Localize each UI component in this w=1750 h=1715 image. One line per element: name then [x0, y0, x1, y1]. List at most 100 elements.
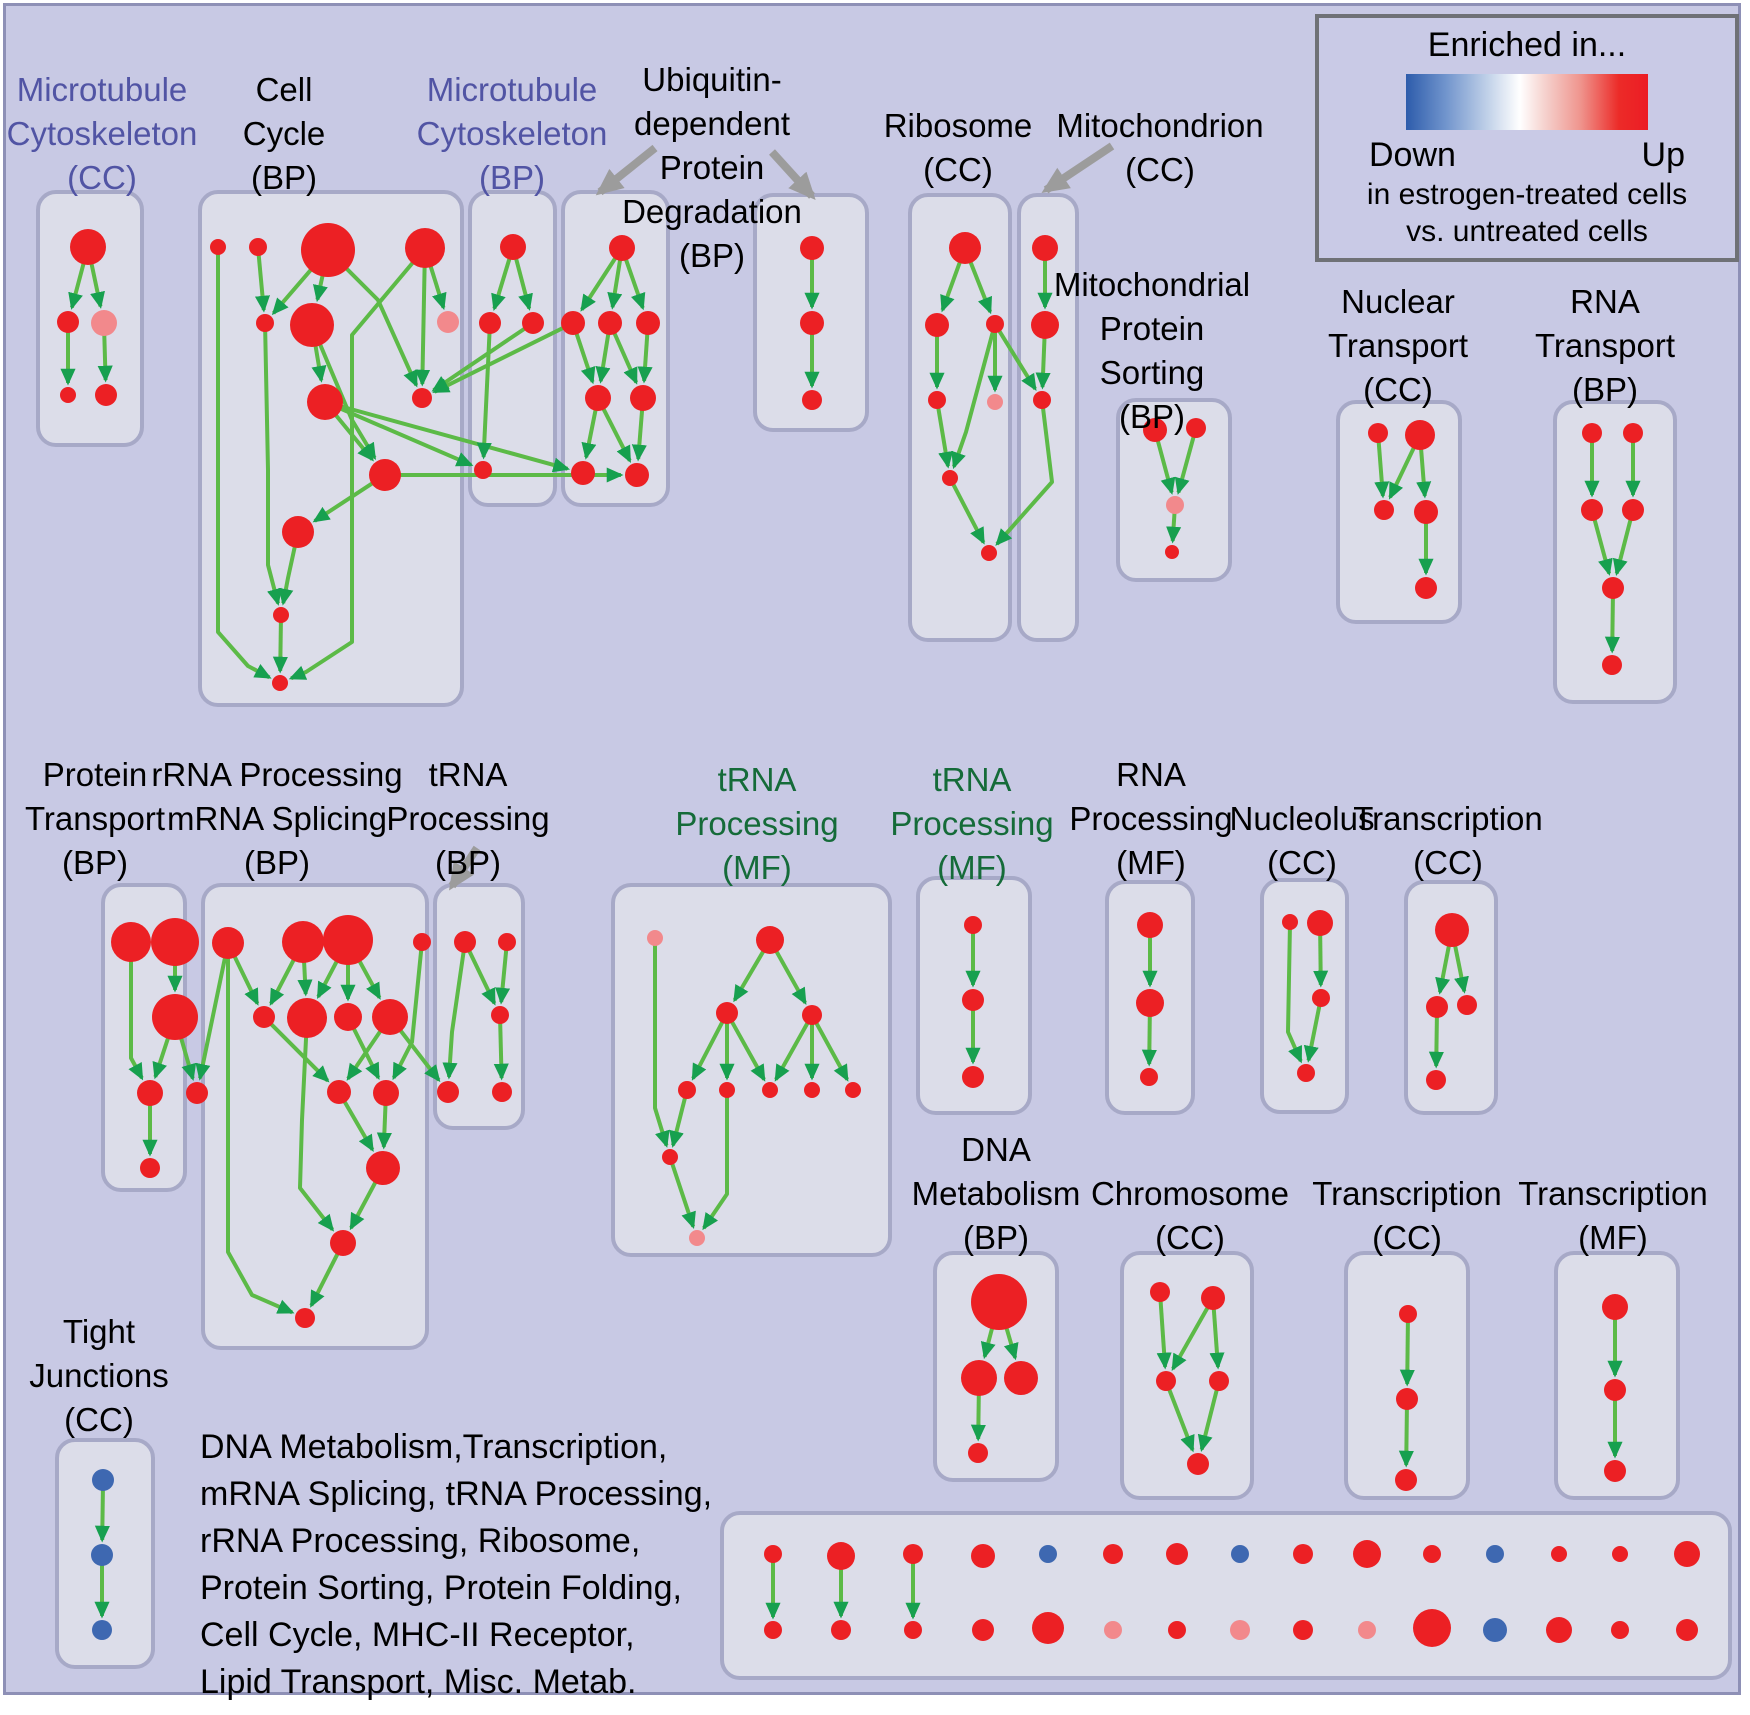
- go-term-node-n3: [716, 1002, 738, 1024]
- edge-arrow-n5-n10: [669, 1097, 687, 1148]
- go-term-node-xb1: [764, 1621, 782, 1639]
- go-term-node-j2: [1623, 423, 1643, 443]
- edge-arrow-d2-d5: [574, 332, 596, 385]
- go-term-node-u1: [1399, 1305, 1417, 1323]
- edge-arrow-l11-l12: [349, 1181, 378, 1231]
- cluster-label-ubiquitin-dependent-protein-degradation-bp: Ubiquitin- dependent Protein Degradation…: [622, 61, 802, 274]
- edge-arrow-j5-j6: [1604, 597, 1620, 654]
- edge-arrow-l4-l10: [391, 949, 424, 1081]
- cluster-label-transcription-cc-1: Transcription (CC): [1353, 800, 1543, 881]
- edge-arrow-j4-j5: [1612, 519, 1633, 576]
- go-term-node-xb15: [1676, 1619, 1698, 1641]
- go-term-node-b1: [210, 239, 226, 255]
- go-term-node-a5: [95, 384, 117, 406]
- go-term-node-k5: [186, 1082, 208, 1104]
- cluster-box-microtubule-bp-box: [468, 190, 557, 507]
- go-term-node-d7: [571, 461, 595, 485]
- label-pointer-arrow-3: [1041, 142, 1115, 194]
- go-term-node-e1: [800, 236, 824, 260]
- go-term-node-q3: [1312, 989, 1330, 1007]
- edge-arrow-r1-r3: [1453, 945, 1469, 994]
- edge-arrow-b10-b11: [312, 481, 374, 523]
- go-term-node-a4: [60, 387, 76, 403]
- go-term-node-q2: [1307, 910, 1333, 936]
- edge-arrow-l2-l5: [269, 958, 296, 1006]
- edge-arrow-a1-a2: [68, 262, 86, 310]
- go-term-node-i3: [1374, 500, 1394, 520]
- go-term-node-f4: [928, 391, 946, 409]
- label-pointer-arrow-4: [448, 845, 481, 891]
- go-term-node-b13: [272, 675, 288, 691]
- edge-arrow-d6-d8: [631, 409, 647, 462]
- go-term-node-n7: [762, 1082, 778, 1098]
- go-term-node-h1: [1143, 418, 1167, 442]
- go-term-node-b3: [301, 223, 355, 277]
- go-term-node-q1: [1282, 914, 1298, 930]
- go-term-node-o2: [962, 989, 984, 1011]
- edge-arrow-i1-i3: [1374, 441, 1390, 499]
- go-term-node-n8: [804, 1082, 820, 1098]
- edge-arrow-i2-i4: [1416, 448, 1432, 499]
- go-term-node-b7p: [437, 311, 459, 333]
- legend-subtitle-line1: in estrogen-treated cells: [1366, 178, 1688, 211]
- cluster-label-nuclear-transport-cc: Nuclear Transport (CC): [1328, 283, 1468, 408]
- cluster-label-ribosome-cc: Ribosome (CC): [883, 107, 1033, 188]
- go-term-node-g2: [1031, 311, 1059, 339]
- go-term-node-xt12: [1486, 1545, 1504, 1563]
- go-term-node-xb9: [1293, 1620, 1313, 1640]
- go-term-node-d2: [561, 311, 585, 335]
- go-term-node-b2: [249, 238, 267, 256]
- go-term-node-xt2: [827, 1542, 855, 1570]
- edge-arrow-c2-c4: [476, 332, 492, 460]
- cluster-box-misc-box: [720, 1511, 1732, 1680]
- edge-arrow-k1-k4: [128, 961, 144, 1081]
- edge-arrow-m1-m3: [467, 950, 497, 1006]
- go-term-node-p2: [1136, 989, 1164, 1017]
- edge-arrow-b4-b13: [288, 261, 415, 681]
- go-term-node-xb13: [1546, 1617, 1572, 1643]
- go-term-node-xt7: [1166, 1543, 1188, 1565]
- legend-down-label: Down: [1369, 136, 1456, 174]
- edge-arrow-t4-t5: [1197, 1389, 1219, 1452]
- edge-arrow-p2-p3: [1141, 1015, 1157, 1067]
- go-term-node-b10: [369, 459, 401, 491]
- edge-arrow-d2-b9: [432, 326, 564, 394]
- edge-arrow-n3-n7: [730, 1020, 766, 1082]
- go-term-node-t1: [1150, 1282, 1170, 1302]
- go-term-node-xb12: [1483, 1618, 1507, 1642]
- edge-arrow-n1p-n10: [653, 945, 670, 1148]
- go-term-node-i5: [1415, 577, 1437, 599]
- go-term-node-k1: [111, 922, 151, 962]
- go-term-node-s2: [961, 1360, 997, 1396]
- cluster-label-rna-processing-mf: RNA Processing (MF): [1069, 756, 1233, 881]
- go-term-node-n6: [719, 1082, 735, 1098]
- go-term-node-p3: [1140, 1068, 1158, 1086]
- go-term-node-j4: [1622, 499, 1644, 521]
- cluster-label-protein-transport-bp: Protein Transport (BP): [25, 756, 165, 881]
- go-term-node-n4: [802, 1005, 822, 1025]
- go-term-node-b8: [307, 384, 343, 420]
- go-term-node-r2: [1426, 996, 1448, 1018]
- cluster-label-chromosome-cc: Chromosome (CC): [1090, 1175, 1290, 1256]
- edge-arrow-h1-h3p: [1155, 440, 1176, 495]
- go-term-node-l11: [366, 1151, 400, 1185]
- go-term-node-n5: [678, 1081, 696, 1099]
- go-term-node-n1p: [647, 930, 663, 946]
- go-term-node-b5: [256, 314, 274, 332]
- go-term-node-s4: [968, 1443, 988, 1463]
- edge-arrow-t1-t3: [1156, 1300, 1172, 1370]
- go-term-node-xt15: [1674, 1541, 1700, 1567]
- go-term-node-xb2: [831, 1620, 851, 1640]
- go-term-node-xt8: [1231, 1545, 1249, 1563]
- go-term-node-f1: [949, 232, 981, 264]
- go-term-node-e3: [802, 390, 822, 410]
- edge-arrow-n4-n9: [814, 1021, 849, 1082]
- go-term-node-v1: [1602, 1294, 1628, 1320]
- edge-arrow-l3-l6: [316, 960, 339, 1000]
- edge-arrow-h3p-h4: [1166, 512, 1182, 544]
- edge-arrow-g2-g3: [1035, 337, 1051, 390]
- note-text: DNA Metabolism,Transcription, mRNA Splic…: [200, 1428, 713, 1701]
- edge-arrow-k3-k5: [179, 1037, 197, 1082]
- go-term-node-b11: [282, 516, 314, 548]
- edge-arrow-a3p-a5: [97, 334, 113, 383]
